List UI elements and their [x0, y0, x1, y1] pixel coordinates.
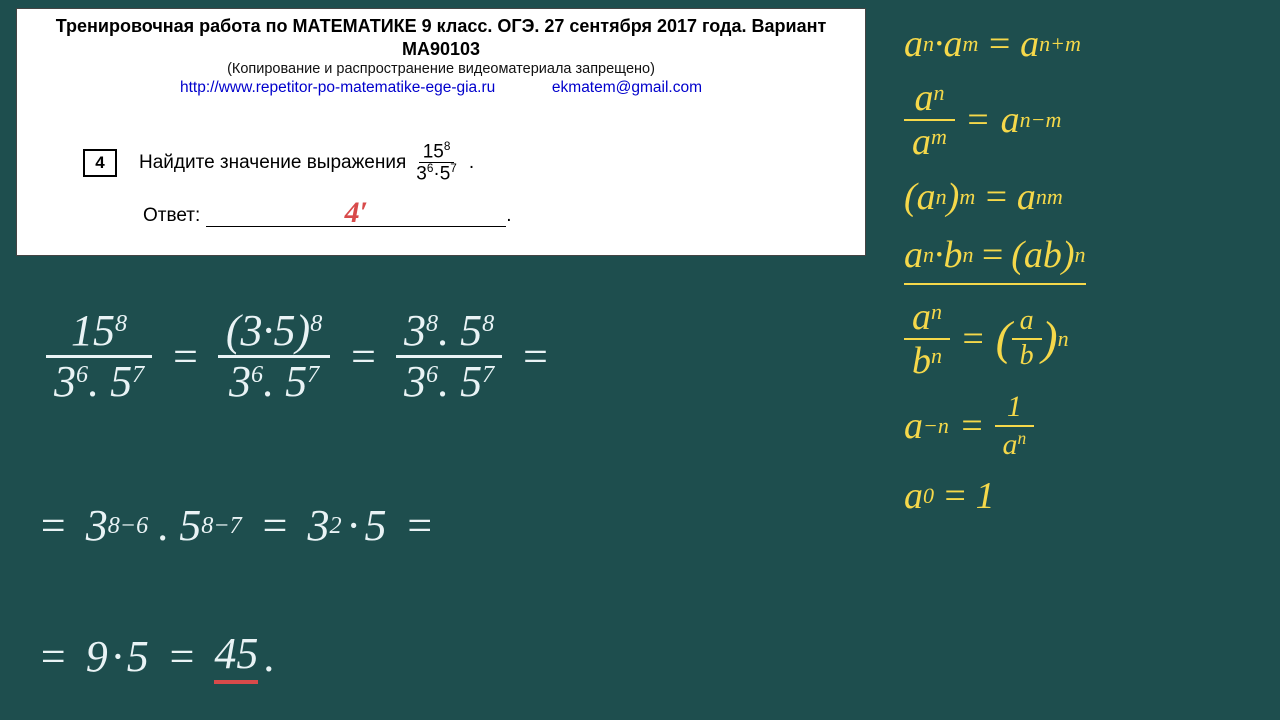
email-link[interactable]: ekmatem@gmail.com [552, 79, 702, 96]
answer-stop: . [506, 205, 511, 227]
frac-C: 38. 58 36. 57 [396, 310, 502, 403]
problem-card: Тренировочная работа по МАТЕМАТИКЕ 9 кла… [16, 8, 866, 256]
formula-column: an · am = an+m an am = an−m (an)m = anm … [904, 22, 1254, 532]
card-links: http://www.repetitor-po-matematike-ege-g… [35, 79, 847, 97]
formula-3: (an)m = anm [904, 175, 1254, 219]
formula-2: an am = an−m [904, 80, 1254, 161]
formula-5: an bn = ( a b )n [904, 299, 1254, 380]
card-title: Тренировочная работа по МАТЕМАТИКЕ 9 кла… [35, 15, 847, 60]
prompt-after: . [469, 152, 474, 174]
prompt-text: Найдите значение выражения [139, 152, 406, 174]
formula-4: an · bn = (ab)n [904, 233, 1086, 285]
card-header: Тренировочная работа по МАТЕМАТИКЕ 9 кла… [35, 15, 847, 97]
frac-B: (3·5)8 36. 57 [218, 310, 330, 403]
frac-A: 158 36. 57 [46, 310, 152, 403]
answer-row: Ответ: 4′ . [143, 199, 847, 227]
problem-fraction: 158 36·57 [412, 141, 461, 185]
formula-1: an · am = an+m [904, 22, 1254, 66]
formula-6: a−n = 1 an [904, 393, 1254, 459]
final-result: 45 [214, 628, 258, 684]
problem-row: 4 Найдите значение выражения 158 36·57 . [35, 141, 847, 185]
work-line-2: = 38−6 . 58−7 = 32 · 5 = [20, 500, 452, 551]
card-subtitle: (Копирование и распространение видеомате… [35, 61, 847, 77]
problem-number: 4 [83, 149, 117, 177]
formula-7: a0 = 1 [904, 474, 1254, 518]
work-line-3: = 9 · 5 = 45 . [20, 628, 275, 684]
answer-value: 4 [345, 196, 360, 229]
work-line-1: 158 36. 57 = (3·5)8 36. 57 = 38. 58 36. … [46, 310, 568, 403]
answer-line: 4′ [206, 199, 506, 227]
site-link[interactable]: http://www.repetitor-po-matematike-ege-g… [180, 79, 495, 96]
problem-text: Найдите значение выражения 158 36·57 . [139, 141, 474, 185]
answer-label: Ответ: [143, 205, 200, 227]
